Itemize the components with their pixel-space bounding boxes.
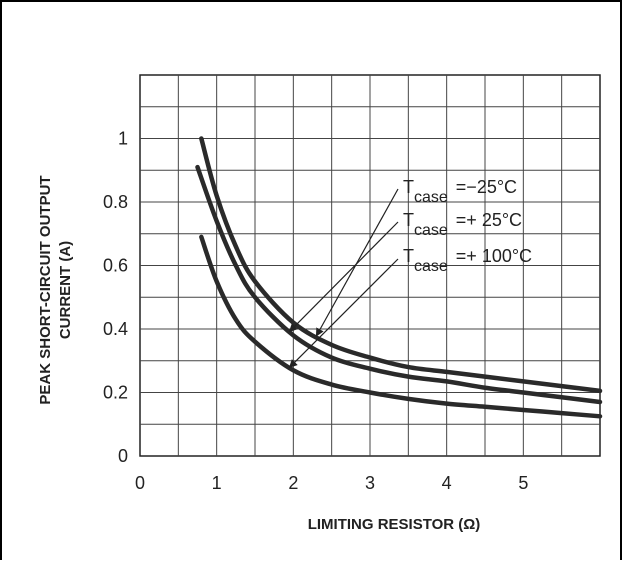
legend-label-3: Tcase=+ 100°C [403,246,532,275]
x-tick-label: 4 [442,473,452,493]
x-tick-label: 5 [518,473,528,493]
y-tick-label: 0.6 [103,256,128,276]
y-tick-label: 0.8 [103,192,128,212]
annotation-arrow-3 [288,258,399,369]
legend-label-2: Tcase=+ 25°C [403,210,522,239]
y-tick-label: 0 [118,446,128,466]
y-tick-label: 0.2 [103,383,128,403]
x-tick-label: 1 [212,473,222,493]
y-axis-label-line1: PEAK SHORT-CIRCUIT OUTPUT [37,175,54,404]
legend: Tcase=−25°C Tcase=+ 25°C Tcase=+ 100°C [403,177,532,275]
y-tick-label: 0.4 [103,319,128,339]
tick-labels: 0 1 2 3 4 5 0 0.2 0.4 0.6 0.8 1 [103,129,528,494]
axis-labels: LIMITING RESISTOR (Ω) PEAK SHORT-CIRCUIT… [37,175,480,533]
curves [195,136,603,419]
annotation-arrow-2 [288,221,399,333]
annotation-arrows [288,188,399,369]
series-line-3 [199,234,603,419]
y-tick-label: 1 [118,129,128,149]
legend-label-1: Tcase=−25°C [403,177,517,206]
series-line-2 [195,164,603,405]
y-axis-label-line2: CURRENT (A) [57,241,74,339]
x-tick-label: 2 [288,473,298,493]
x-tick-label: 0 [135,473,145,493]
series-line-1 [199,136,603,394]
x-axis-label: LIMITING RESISTOR (Ω) [308,516,481,533]
x-tick-label: 3 [365,473,375,493]
grid [139,74,601,457]
